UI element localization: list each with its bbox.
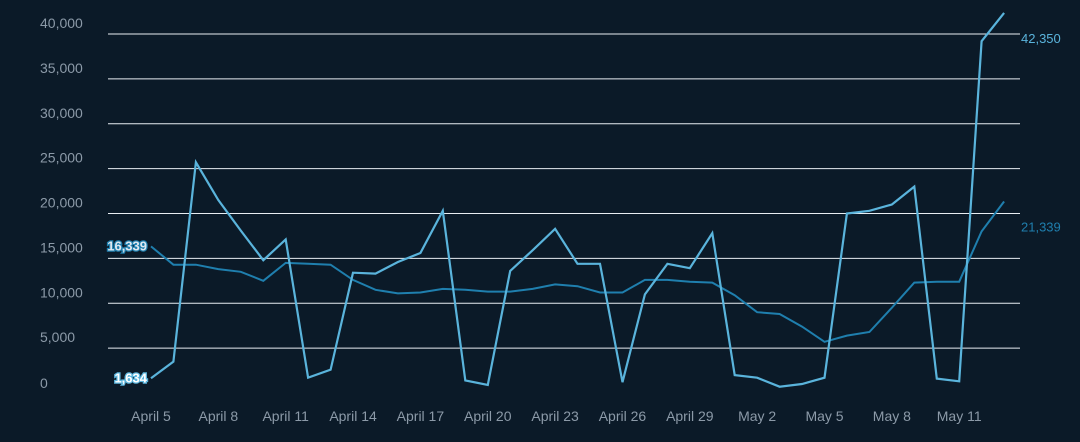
series-line-1: [150, 12, 1005, 388]
y-tick-label: 10,000: [40, 284, 83, 300]
x-tick-label: May 11: [937, 408, 982, 424]
series-2-start-label: 16,339: [107, 238, 147, 253]
series-value-labels: 1,634 42,350 16,339 21,339: [106, 31, 1061, 387]
x-tick-label: April 23: [531, 408, 579, 424]
y-tick-label: 5,000: [40, 329, 75, 345]
x-tick-label: April 29: [666, 408, 714, 424]
x-tick-label: April 17: [397, 408, 445, 424]
x-axis-ticks: April 5 April 8 April 11 April 14 April 17 Ap…: [131, 408, 982, 424]
x-tick-label: April 11: [262, 408, 309, 424]
y-tick-label: 30,000: [40, 105, 83, 121]
y-tick-label: 20,000: [40, 195, 83, 211]
x-tick-label: April 20: [464, 408, 512, 424]
y-tick-label: 0: [40, 375, 48, 391]
series-1-start-label: 1,634: [114, 370, 147, 385]
x-tick-label: April 26: [599, 408, 647, 424]
series-1-end-label: 42,350: [1021, 31, 1061, 46]
gridlines: [108, 33, 1020, 349]
y-axis-ticks: 0 5,000 10,000 15,000 20,000 25,000 30,000 35,0…: [40, 15, 83, 391]
series-line-2: [150, 200, 1005, 343]
x-tick-label: April 8: [199, 408, 239, 424]
x-tick-label: April 14: [329, 408, 377, 424]
x-tick-label: May 8: [873, 408, 911, 424]
x-tick-label: May 5: [805, 408, 843, 424]
y-tick-label: 40,000: [40, 15, 83, 31]
y-tick-label: 25,000: [40, 150, 83, 166]
y-tick-label: 35,000: [40, 60, 83, 76]
x-tick-label: May 2: [738, 408, 776, 424]
x-tick-label: April 5: [131, 408, 171, 424]
series-2-end-label: 21,339: [1021, 219, 1061, 234]
series-lines: [150, 12, 1005, 388]
y-tick-label: 15,000: [40, 239, 83, 255]
